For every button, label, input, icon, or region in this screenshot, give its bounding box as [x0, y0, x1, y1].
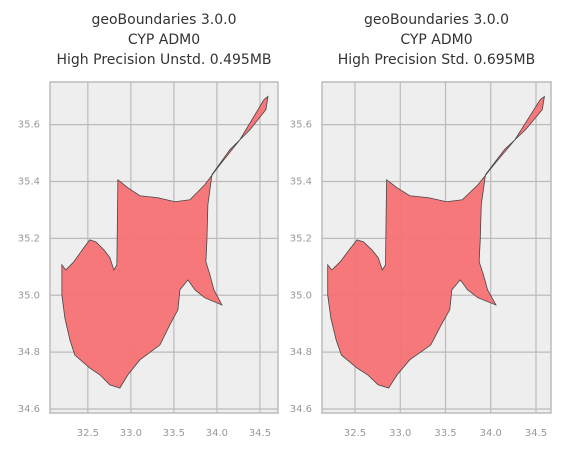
x-tick-label: 33.0 [389, 428, 411, 439]
x-tick-label: 32.5 [77, 428, 99, 439]
y-tick-label: 34.6 [18, 404, 40, 415]
x-tick-label: 34.0 [480, 428, 502, 439]
y-tick-label: 35.2 [290, 233, 312, 244]
x-tick-label: 32.5 [344, 428, 366, 439]
country-boundary [327, 95, 545, 389]
y-tick-label: 35.6 [290, 120, 312, 131]
y-tick-label: 34.6 [290, 404, 312, 415]
chart-title: geoBoundaries 3.0.0 [364, 12, 509, 28]
y-tick-label: 35.4 [290, 177, 312, 188]
chart-title: geoBoundaries 3.0.0 [91, 12, 236, 28]
x-tick-label: 33.5 [163, 428, 185, 439]
x-tick-label: 33.5 [434, 428, 456, 439]
x-tick-label: 34.5 [525, 428, 547, 439]
y-tick-label: 35.4 [18, 177, 40, 188]
y-tick-label: 34.8 [18, 347, 40, 358]
chart-title: CYP ADM0 [400, 32, 472, 48]
x-tick-label: 34.5 [249, 428, 271, 439]
chart-title: CYP ADM0 [128, 32, 200, 48]
y-tick-label: 35.6 [18, 120, 40, 131]
y-tick-label: 35.0 [290, 290, 312, 301]
y-tick-label: 35.2 [18, 233, 40, 244]
country-boundary [61, 95, 269, 389]
x-tick-label: 34.0 [206, 428, 228, 439]
y-tick-label: 35.0 [18, 290, 40, 301]
y-tick-label: 34.8 [290, 347, 312, 358]
chart-title: High Precision Unstd. 0.495MB [57, 52, 272, 68]
chart-title: High Precision Std. 0.695MB [338, 52, 535, 68]
x-tick-label: 33.0 [120, 428, 142, 439]
